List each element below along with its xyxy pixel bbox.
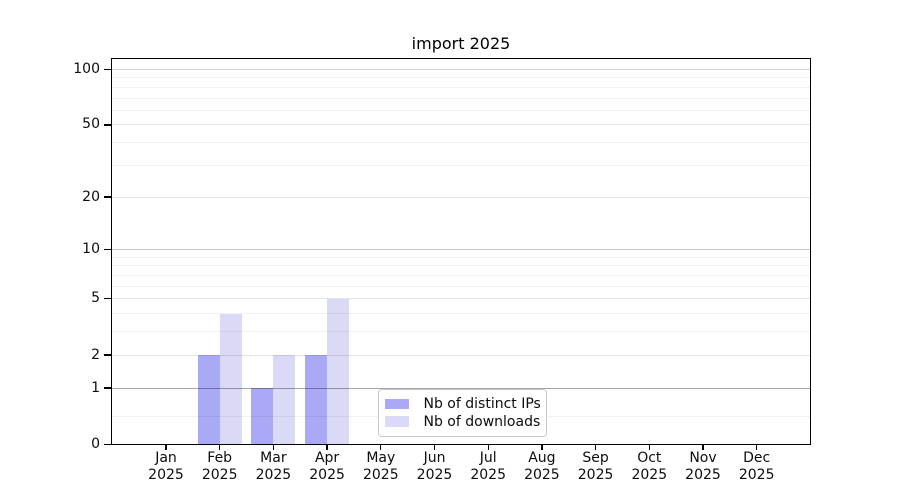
x-tick-mark: [487, 444, 489, 451]
axes-frame: [110, 57, 811, 445]
y-gridline: [112, 109, 810, 111]
x-tick-label: Jun 2025: [408, 450, 462, 483]
y-gridline: [112, 285, 810, 287]
x-tick-label: Sep 2025: [569, 450, 623, 483]
x-tick-label: Nov 2025: [676, 450, 730, 483]
y-tick-label: 2: [91, 346, 100, 363]
year-label: 2025: [685, 466, 721, 483]
month-label: Apr: [314, 450, 340, 466]
y-gridline: [112, 387, 810, 389]
year-label: 2025: [524, 466, 560, 483]
x-tick-mark: [433, 444, 436, 451]
y-tick-mark: [104, 354, 111, 356]
year-label: 2025: [201, 466, 238, 483]
y-gridline: [112, 298, 810, 300]
y-gridline: [112, 68, 810, 70]
month-label: Aug: [528, 450, 556, 466]
x-tick-label: Feb 2025: [193, 450, 247, 483]
x-tick-label: Jan 2025: [139, 450, 193, 483]
x-tick-label: Mar 2025: [246, 450, 300, 483]
legend-label-downloads: Nb of downloads: [423, 413, 541, 430]
x-tick-label: Oct 2025: [622, 450, 676, 483]
x-tick-mark: [380, 444, 382, 451]
x-tick-label: Apr 2025: [300, 450, 354, 483]
y-gridline: [112, 256, 810, 258]
y-gridline: [112, 265, 810, 267]
legend-label-distinct-ips: Nb of distinct IPs: [423, 395, 541, 412]
legend-swatch-downloads-icon: [384, 416, 409, 427]
y-tick-mark: [104, 443, 111, 445]
bar: [327, 298, 350, 445]
month-label: Oct: [637, 450, 662, 466]
y-tick-mark: [104, 298, 111, 300]
legend-entry-distinct-ips: Nb of distinct IPs: [384, 395, 541, 412]
y-tick-label: 5: [91, 290, 100, 307]
y-tick-label: 10: [82, 241, 100, 258]
year-label: 2025: [738, 466, 775, 483]
y-tick-label: 0: [91, 435, 100, 452]
month-label: Sep: [582, 450, 609, 466]
year-label: 2025: [255, 466, 292, 483]
y-gridline: [112, 86, 810, 88]
year-label: 2025: [309, 466, 345, 483]
legend-entry-downloads: Nb of downloads: [384, 413, 541, 430]
legend: Nb of distinct IPs Nb of downloads: [377, 389, 547, 437]
month-label: Nov: [689, 450, 717, 466]
y-gridline: [112, 249, 810, 251]
y-gridline: [112, 313, 810, 315]
x-tick-label: Dec 2025: [730, 450, 784, 483]
year-label: 2025: [577, 466, 614, 483]
y-tick-mark: [104, 387, 111, 389]
x-tick-label: Jul 2025: [461, 450, 515, 483]
y-tick-mark: [104, 248, 111, 251]
x-tick-mark: [702, 444, 704, 451]
y-tick-label: 20: [82, 188, 100, 205]
year-label: 2025: [148, 466, 184, 483]
y-tick-label: 100: [73, 60, 100, 77]
bar: [197, 355, 220, 445]
year-label: 2025: [362, 466, 399, 483]
bar: [219, 313, 242, 445]
y-tick-label: 1: [91, 379, 100, 396]
x-tick-mark: [326, 444, 328, 451]
x-tick-mark: [541, 444, 543, 451]
x-tick-mark: [165, 444, 167, 451]
x-tick-label: Aug 2025: [515, 450, 569, 483]
year-label: 2025: [631, 466, 668, 483]
x-tick-mark: [219, 444, 221, 451]
bar: [305, 355, 328, 445]
y-tick-mark: [104, 68, 111, 71]
month-label: Jul: [479, 450, 497, 466]
bar: [273, 355, 296, 445]
month-label: Feb: [207, 450, 233, 466]
y-gridline: [112, 274, 810, 276]
month-label: Jan: [155, 450, 177, 466]
y-gridline: [112, 196, 810, 198]
year-label: 2025: [416, 466, 453, 483]
month-label: May: [366, 450, 396, 466]
bar: [251, 388, 274, 445]
y-gridline: [112, 331, 810, 333]
y-tick-mark: [104, 124, 111, 126]
y-gridline: [112, 164, 810, 166]
y-gridline: [112, 124, 810, 126]
x-tick-mark: [272, 444, 275, 451]
x-tick-mark: [648, 444, 650, 451]
y-tick-mark: [104, 196, 111, 198]
year-label: 2025: [470, 466, 506, 483]
legend-swatch-distinct-ips-icon: [384, 398, 409, 410]
y-gridline: [112, 354, 810, 356]
y-gridline: [112, 97, 810, 99]
x-tick-label: May 2025: [354, 450, 408, 483]
y-gridline: [112, 142, 810, 144]
y-gridline: [112, 77, 810, 79]
x-tick-mark: [756, 444, 758, 451]
month-label: Jun: [423, 450, 446, 466]
x-tick-mark: [594, 444, 597, 451]
month-label: Mar: [260, 450, 287, 466]
month-label: Dec: [743, 450, 771, 466]
chart-title: import 2025: [411, 34, 511, 53]
y-tick-label: 50: [82, 116, 100, 133]
